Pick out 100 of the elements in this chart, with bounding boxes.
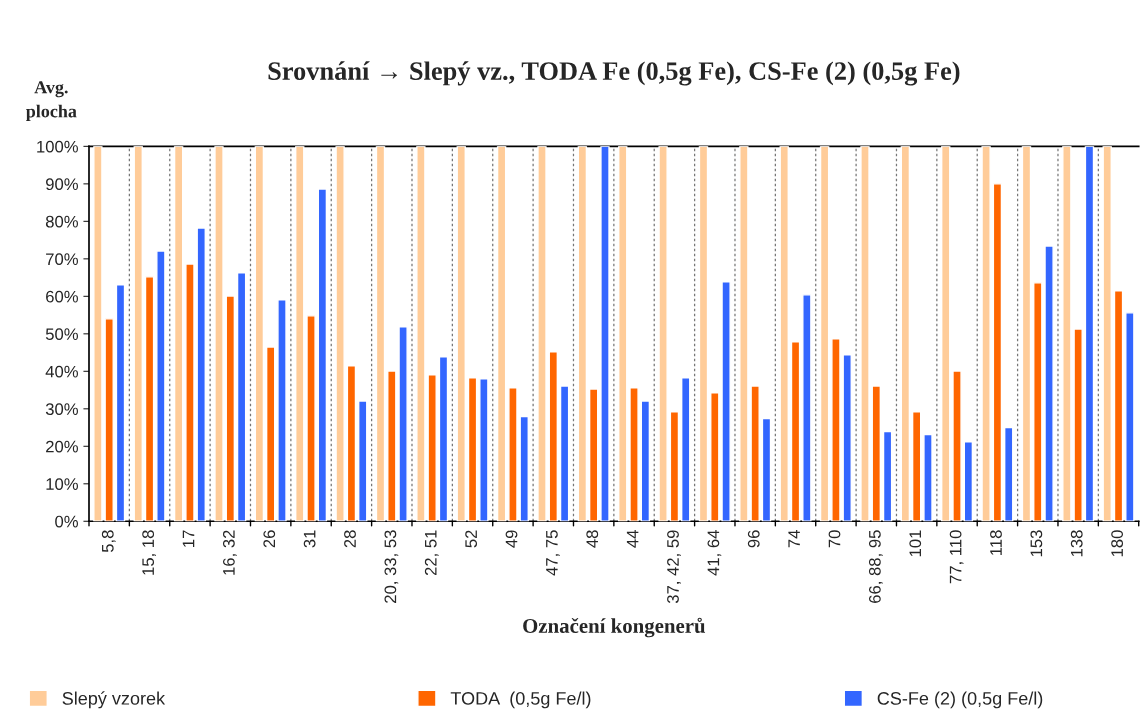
bar: [802, 294, 812, 522]
bar: [698, 146, 709, 522]
x-tick-label: 47, 75: [546, 530, 560, 576]
bar: [1113, 290, 1124, 522]
y-tick-label: 0%: [55, 515, 78, 528]
bar: [196, 227, 206, 522]
y-tick-label: 80%: [45, 215, 78, 228]
bar: [680, 376, 691, 522]
bar: [882, 430, 893, 522]
bar: [779, 146, 789, 522]
x-tick-label: 118: [990, 530, 1002, 555]
x-tick-label: 70: [828, 530, 841, 548]
bar: [559, 385, 570, 522]
x-tick-label: 101: [909, 530, 922, 557]
y-tick-label: 50%: [45, 328, 78, 341]
bar: [346, 364, 357, 522]
bar: [317, 188, 328, 522]
x-tick-label: 49: [505, 530, 518, 548]
bar: [923, 433, 933, 522]
bar: [981, 146, 991, 522]
bar: [358, 400, 368, 522]
bar: [860, 146, 870, 522]
bar: [658, 146, 668, 522]
bar: [295, 146, 305, 522]
bar: [618, 146, 628, 522]
y-tick-label: 20%: [46, 440, 78, 453]
legend-label: Slepý vzorek: [62, 691, 166, 709]
bar: [819, 146, 830, 522]
bar: [156, 250, 166, 522]
bar: [761, 417, 772, 522]
y-tick-label: 40%: [45, 365, 78, 378]
x-axis-title: Označení kongenerů: [523, 617, 706, 638]
bar: [225, 295, 236, 522]
x-tick-label: 16, 32: [222, 530, 237, 575]
x-tick-label: 180: [1111, 530, 1124, 557]
chart-title: Srovnání → Slepý vz., TODA Fe (0,5g Fe), CS-Fe (2) (0,5g Fe): [268, 61, 960, 86]
bar: [577, 146, 588, 522]
y-tick-label: 70%: [46, 253, 78, 266]
bar: [438, 355, 449, 522]
bar: [236, 272, 247, 522]
bar: [456, 146, 466, 522]
bar: [548, 351, 559, 522]
bar: [992, 183, 1003, 522]
bar: [952, 370, 962, 522]
bar: [335, 146, 345, 522]
bar: [1125, 312, 1135, 522]
y-axis-title: Avg. plocha: [25, 81, 77, 122]
bar: [115, 284, 126, 522]
x-tick-label: 77, 110: [949, 530, 964, 584]
bar: [144, 276, 155, 522]
bar: [265, 346, 276, 522]
bar: [790, 341, 801, 522]
legend-label: TODA (0,5g Fe/l): [450, 691, 591, 709]
bar: [629, 387, 639, 522]
bar: [640, 400, 651, 522]
bar: [375, 146, 386, 522]
bar: [133, 146, 143, 522]
bar: [214, 146, 224, 522]
y-tick-label: 90%: [46, 178, 78, 191]
x-tick-label: 15, 18: [142, 530, 156, 575]
bar: [1021, 146, 1032, 522]
bar: [277, 299, 287, 522]
bar: [940, 146, 951, 522]
legend-label: CS-Fe (2) (0,5g Fe/l): [877, 691, 1043, 709]
x-tick-label: 96: [747, 530, 760, 548]
x-tick-label: 26: [263, 530, 276, 548]
x-tick-label: 37, 42, 59: [667, 530, 681, 604]
bar: [600, 146, 610, 522]
y-tick-label: 100%: [37, 140, 78, 153]
x-tick-label: 153: [1030, 530, 1043, 557]
y-tick-label: 30%: [45, 403, 78, 416]
bar: [669, 411, 680, 522]
bar: [173, 146, 184, 522]
x-tick-label: 5,8: [101, 530, 116, 553]
bar: [588, 388, 599, 522]
x-tick-label: 66, 88, 95: [868, 530, 883, 603]
x-tick-label: 48: [586, 530, 599, 548]
bar: [900, 146, 911, 522]
bar: [911, 411, 922, 522]
x-tick-label: 138: [1070, 530, 1083, 557]
bar: [467, 376, 478, 522]
x-tick-label: 52: [465, 530, 478, 548]
x-tick-label: 17: [182, 530, 195, 547]
bar: [306, 315, 316, 522]
x-tick-label: 44: [626, 530, 639, 548]
x-tick-label: 74: [788, 530, 800, 548]
bar: [963, 441, 974, 522]
bar: [1102, 146, 1112, 522]
x-tick-label: 41, 64: [707, 530, 722, 576]
bar: [185, 263, 195, 522]
bar: [871, 385, 882, 522]
bar: [479, 378, 489, 522]
bar: [1003, 426, 1014, 522]
bar: [254, 146, 265, 522]
y-tick-label: 60%: [46, 290, 78, 303]
bar: [1084, 146, 1095, 522]
x-tick-label: 20, 33, 53: [384, 530, 399, 603]
x-tick-label: 28: [344, 530, 356, 548]
x-tick-label: 31: [303, 530, 316, 548]
x-tick-label: 22, 51: [424, 530, 439, 576]
